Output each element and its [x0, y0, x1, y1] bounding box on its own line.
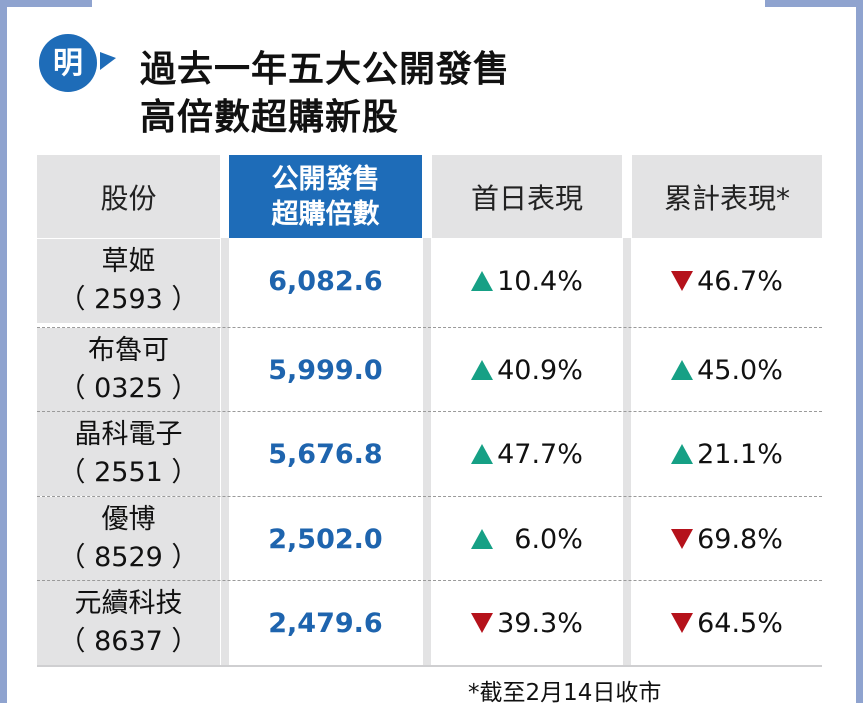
- header-stock: 股份: [37, 155, 220, 238]
- footnote: *截至2月14日收市: [468, 680, 662, 706]
- first-day-value: 47.7%: [497, 438, 583, 470]
- column-separator: [623, 238, 631, 666]
- row-divider: [37, 411, 822, 412]
- stock-name-cell: 優博 （ 8529 ）: [37, 497, 220, 581]
- stock-name-cell: 草姬 （ 2593 ）: [37, 239, 220, 323]
- triangle-down-icon: [671, 613, 694, 633]
- triangle-up-icon: [471, 360, 494, 380]
- cumulative-value: 21.1%: [697, 438, 783, 470]
- oversubscription-value: 5,676.8: [268, 438, 383, 470]
- first-day-cell: 39.3%: [432, 581, 622, 665]
- oversubscription-value: 5,999.0: [268, 354, 383, 386]
- stock-name: 優博: [101, 504, 156, 535]
- triangle-up-icon: [471, 529, 494, 549]
- header-first-day: 首日表現: [432, 155, 622, 238]
- triangle-up-icon: [671, 360, 694, 380]
- first-day-value: 6.0%: [497, 523, 583, 555]
- cumulative-value: 64.5%: [697, 607, 783, 639]
- row-divider: [37, 496, 822, 497]
- cumulative-value: 45.0%: [697, 354, 783, 386]
- first-day-cell: 47.7%: [432, 412, 622, 496]
- oversubscription-value: 2,479.6: [268, 607, 383, 639]
- stock-name: 元續科技: [74, 588, 183, 619]
- table-bottom-line: [37, 665, 822, 667]
- stock-code: （ 2593 ）: [58, 284, 199, 315]
- row-divider: [37, 327, 822, 328]
- column-separator: [221, 238, 229, 666]
- triangle-down-icon: [471, 613, 494, 633]
- title-line-1: 過去一年五大公開發售: [140, 49, 511, 90]
- stock-name: 布魯可: [88, 335, 169, 366]
- first-day-value: 40.9%: [497, 354, 583, 386]
- triangle-up-icon: [471, 271, 494, 291]
- cumulative-value: 46.7%: [697, 265, 783, 297]
- cumulative-cell: 21.1%: [632, 412, 822, 496]
- stock-name-cell: 元續科技 （ 8637 ）: [37, 581, 220, 665]
- triangle-up-icon: [671, 444, 694, 464]
- frame-top-right-edge: [765, 0, 863, 7]
- stock-name: 晶科電子: [74, 419, 183, 450]
- cumulative-cell: 69.8%: [632, 497, 822, 581]
- header-oversubscription: 公開發售 超購倍數: [229, 155, 422, 238]
- logo-char: 明: [53, 46, 83, 81]
- title-line-2: 高倍數超購新股: [140, 97, 400, 138]
- first-day-value: 39.3%: [497, 607, 583, 639]
- column-separator: [423, 238, 431, 666]
- triangle-down-icon: [671, 529, 694, 549]
- frame-left-edge: [0, 0, 7, 703]
- stock-name-cell: 晶科電子 （ 2551 ）: [37, 412, 220, 496]
- stock-name: 草姬: [101, 246, 156, 277]
- oversubscription-value: 6,082.6: [268, 265, 383, 297]
- ming-pao-logo: 明: [36, 34, 116, 92]
- first-day-value: 10.4%: [497, 265, 583, 297]
- stock-code: （ 2551 ）: [58, 457, 199, 488]
- cumulative-cell: 45.0%: [632, 328, 822, 412]
- stock-code: （ 0325 ）: [58, 373, 199, 404]
- first-day-cell: 6.0%: [432, 497, 622, 581]
- triangle-down-icon: [671, 271, 694, 291]
- cumulative-cell: 64.5%: [632, 581, 822, 665]
- row-divider: [37, 580, 822, 581]
- first-day-cell: 40.9%: [432, 328, 622, 412]
- frame-top-left-edge: [0, 0, 92, 7]
- triangle-up-icon: [471, 444, 494, 464]
- stock-code: （ 8529 ）: [58, 542, 199, 573]
- cumulative-cell: 46.7%: [632, 239, 822, 323]
- oversubscription-value: 2,502.0: [268, 523, 383, 555]
- cumulative-value: 69.8%: [697, 523, 783, 555]
- stock-name-cell: 布魯可 （ 0325 ）: [37, 328, 220, 412]
- frame-right-edge: [856, 0, 863, 703]
- first-day-cell: 10.4%: [432, 239, 622, 323]
- header-cumulative: 累計表現*: [632, 155, 822, 238]
- stock-code: （ 8637 ）: [58, 626, 199, 657]
